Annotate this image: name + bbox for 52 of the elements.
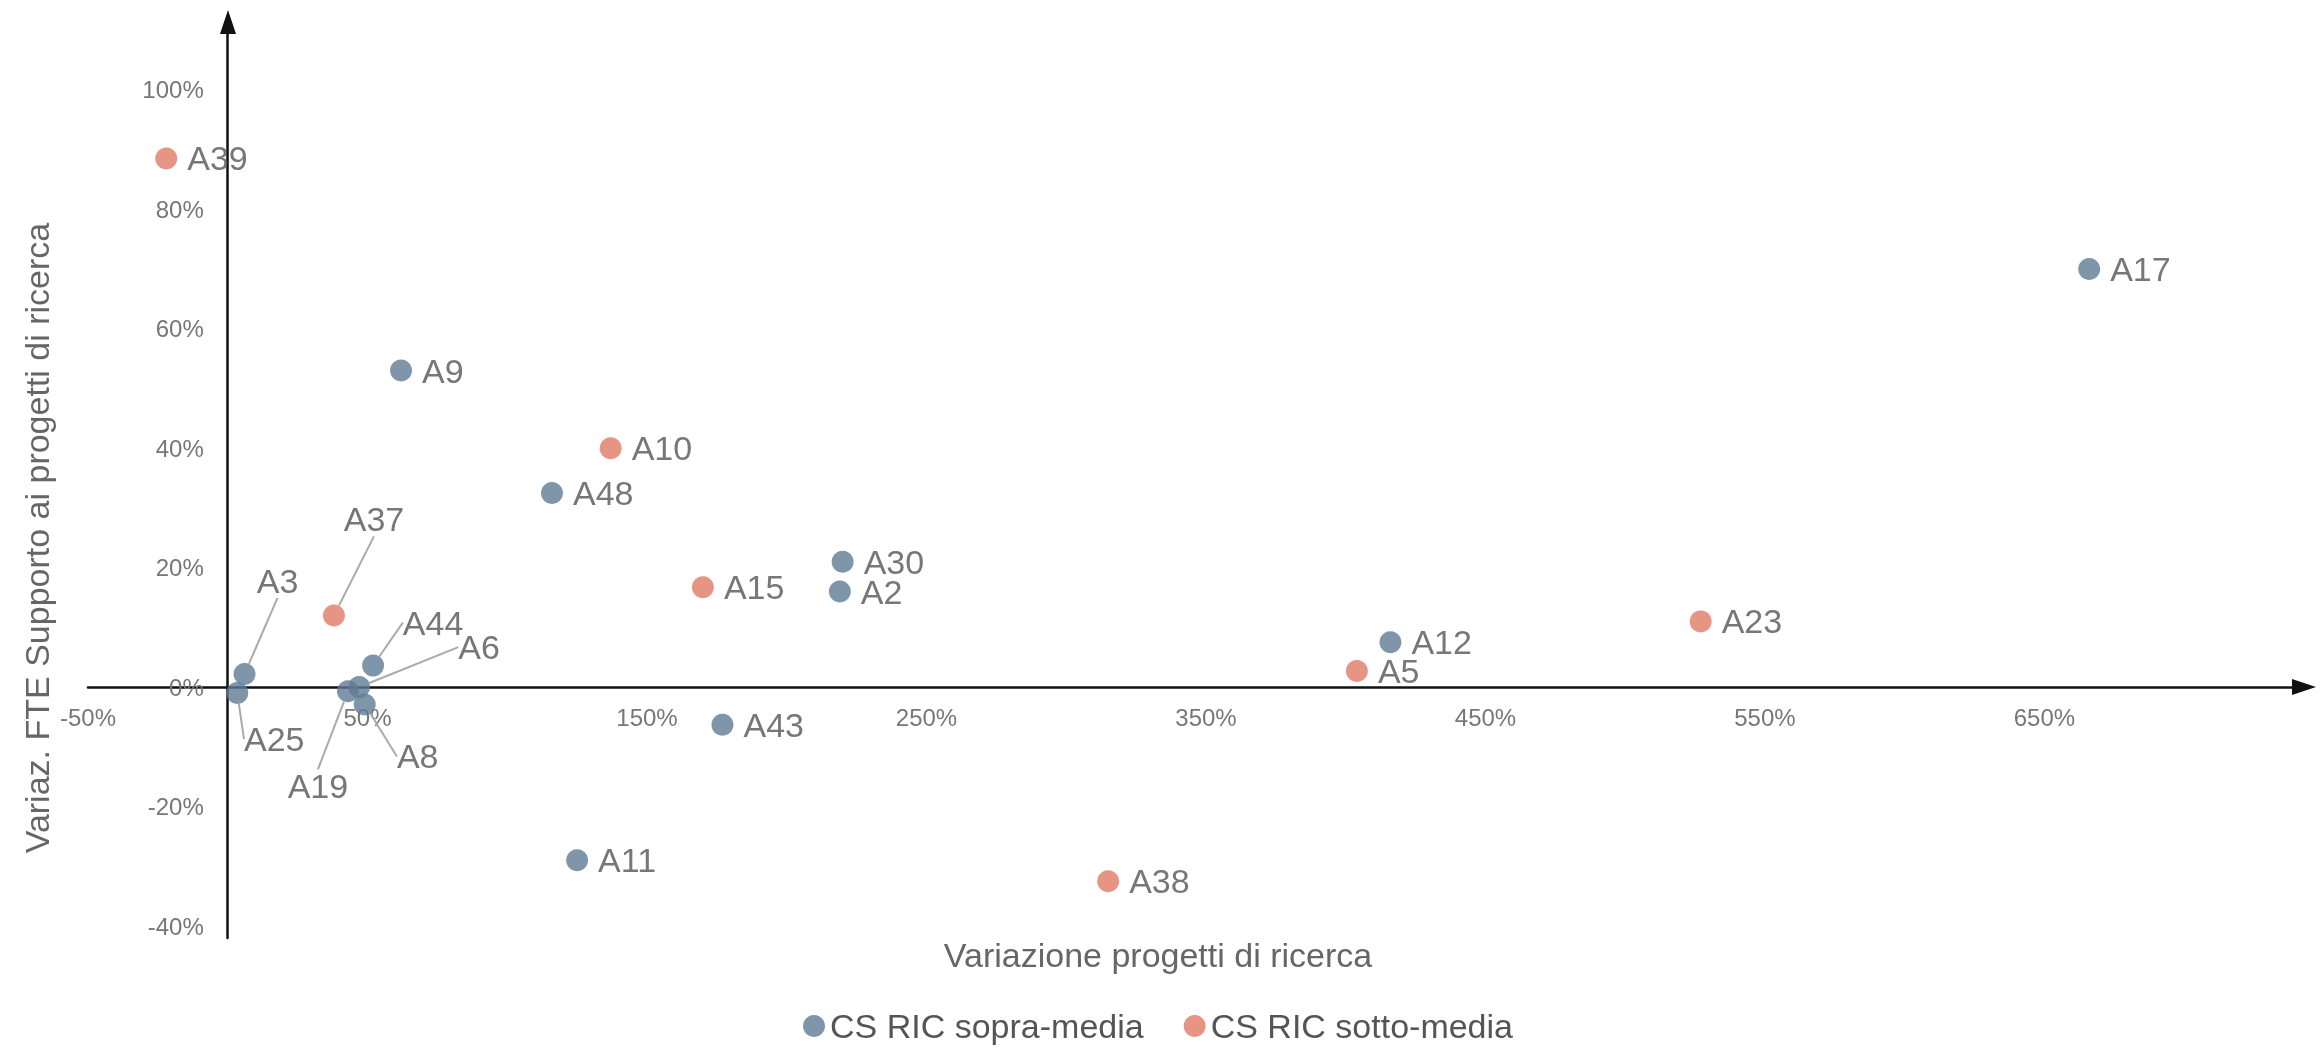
point bbox=[2078, 257, 2101, 280]
y-tick-label: 40% bbox=[155, 434, 204, 462]
x-tick-label: 450% bbox=[1454, 703, 1517, 731]
y-tick-label: -40% bbox=[147, 912, 204, 940]
point bbox=[322, 604, 345, 627]
annotation: A30 bbox=[863, 542, 925, 581]
point bbox=[566, 849, 589, 872]
annotation: A9 bbox=[422, 351, 464, 390]
annotation: A43 bbox=[743, 705, 804, 744]
point bbox=[831, 550, 854, 573]
point bbox=[362, 654, 385, 677]
x-tick-label: -50% bbox=[59, 703, 117, 731]
point bbox=[1345, 659, 1368, 682]
annotation: A17 bbox=[2110, 249, 2171, 288]
annotation: A38 bbox=[1129, 862, 1190, 901]
point bbox=[226, 682, 249, 705]
x-tick-label: 150% bbox=[616, 703, 678, 731]
x-tick-label: 350% bbox=[1175, 703, 1237, 731]
annotation: A19 bbox=[287, 767, 349, 806]
annotation: A15 bbox=[723, 568, 785, 607]
x-tick-label: 650% bbox=[2013, 703, 2076, 731]
point bbox=[1097, 870, 1120, 893]
point bbox=[155, 147, 178, 170]
x-axis-title: Variazione progetti di ricerca bbox=[943, 936, 1373, 974]
y-tick-label: -20% bbox=[147, 793, 204, 821]
point bbox=[691, 576, 714, 599]
point bbox=[1379, 631, 1402, 654]
x-tick-label: 250% bbox=[895, 703, 958, 731]
x-tick-label: 550% bbox=[1734, 703, 1796, 731]
annotation: A3 bbox=[256, 561, 299, 600]
legend-label: CS RIC sopra-media bbox=[830, 1007, 1144, 1045]
point bbox=[828, 580, 851, 603]
point bbox=[540, 481, 563, 504]
annotation: A48 bbox=[572, 473, 634, 512]
annotation: A23 bbox=[1721, 602, 1783, 641]
y-tick-label: 100% bbox=[142, 76, 204, 104]
annotation: A11 bbox=[598, 841, 657, 880]
point bbox=[1689, 610, 1712, 633]
y-tick-label: 60% bbox=[155, 315, 204, 343]
y-tick-label: 80% bbox=[155, 195, 204, 223]
annotation: A8 bbox=[396, 737, 439, 776]
legend-label: CS RIC sotto-media bbox=[1210, 1007, 1514, 1045]
point bbox=[599, 437, 622, 460]
annotation: A10 bbox=[631, 429, 693, 468]
annotation: A37 bbox=[343, 500, 405, 539]
annotation: A25 bbox=[244, 720, 305, 759]
y-tick-label: 20% bbox=[155, 554, 204, 582]
y-axis-title: Variaz. FTE Supporto ai progetti di ricerca bbox=[18, 222, 56, 854]
point bbox=[390, 359, 413, 382]
point bbox=[233, 662, 256, 685]
point bbox=[336, 680, 359, 703]
point bbox=[711, 713, 734, 736]
